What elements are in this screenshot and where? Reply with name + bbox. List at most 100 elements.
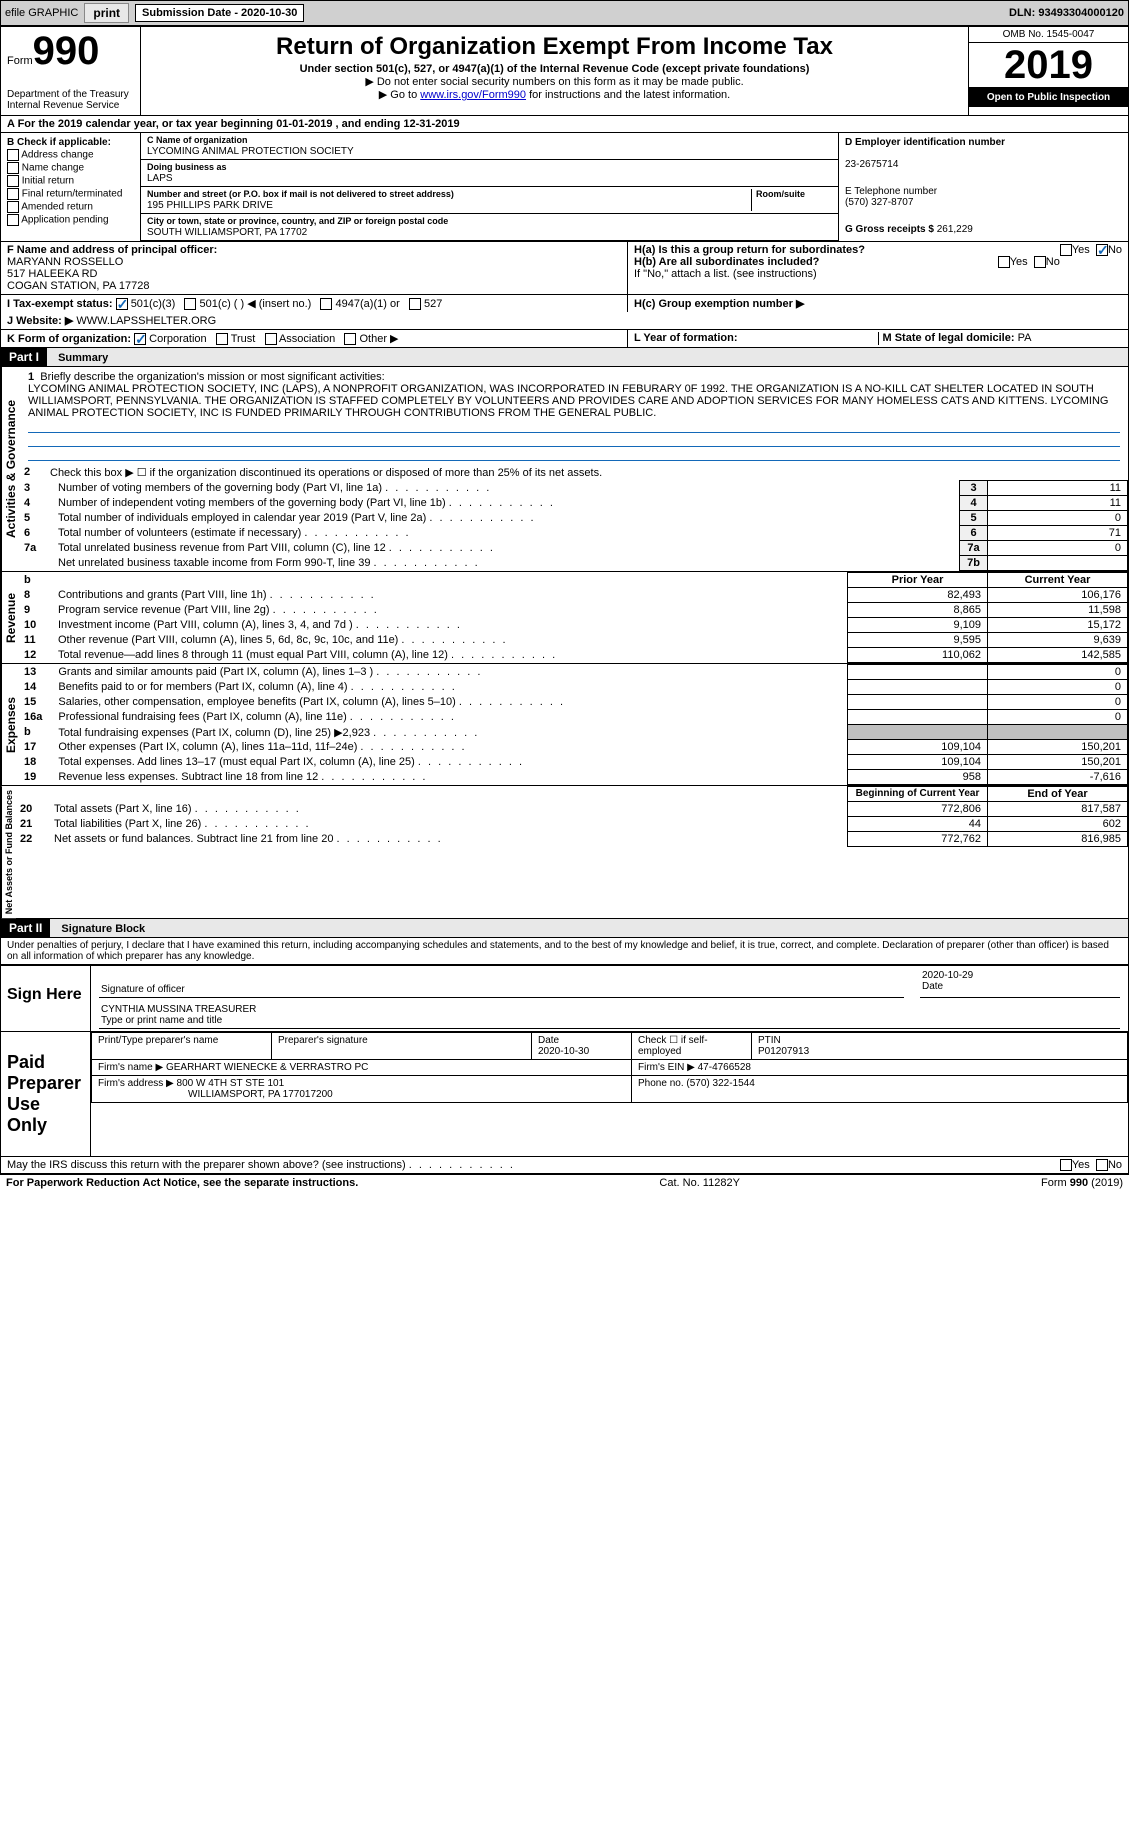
note-ssn: ▶ Do not enter social security numbers o… (147, 75, 962, 88)
table-row: 13 Grants and similar amounts paid (Part… (20, 665, 1128, 680)
mission-block: 1 Briefly describe the organization's mi… (20, 367, 1128, 465)
chk-501c[interactable] (184, 298, 196, 310)
table-row: b Total fundraising expenses (Part IX, c… (20, 725, 1128, 740)
row-a: A For the 2019 calendar year, or tax yea… (1, 116, 1128, 133)
rev-table: b Prior Year Current Year 8 Contribution… (20, 572, 1128, 663)
prep-ptin: PTINP01207913 (752, 1033, 1128, 1060)
paid-preparer-block: Paid Preparer Use Only Print/Type prepar… (1, 1031, 1128, 1156)
officer-addr1: 517 HALEEKA RD (7, 268, 98, 280)
sig-declaration: Under penalties of perjury, I declare th… (1, 938, 1128, 964)
part1-header: Part I Summary (1, 347, 1128, 367)
table-row: 19 Revenue less expenses. Subtract line … (20, 770, 1128, 785)
irs-link[interactable]: www.irs.gov/Form990 (420, 89, 526, 101)
footer-mid: Cat. No. 11282Y (659, 1177, 740, 1189)
prep-date: Date2020-10-30 (532, 1033, 632, 1060)
omb-number: OMB No. 1545-0047 (969, 27, 1128, 43)
city-cell: City or town, state or province, country… (141, 214, 838, 241)
chk-other[interactable] (344, 333, 356, 345)
chk-address[interactable]: Address change (7, 149, 134, 161)
table-row: 18 Total expenses. Add lines 13–17 (must… (20, 755, 1128, 770)
sign-here-block: Sign Here Signature of officer 2020-10-2… (1, 964, 1128, 1031)
table-row: 20 Total assets (Part X, line 16) 772,80… (16, 802, 1128, 817)
ha-no[interactable] (1096, 244, 1108, 256)
vert-gov: Activities & Governance (1, 367, 20, 571)
org-name: LYCOMING ANIMAL PROTECTION SOCIETY (147, 146, 354, 157)
gov-section: Activities & Governance 1 Briefly descri… (1, 367, 1128, 572)
table-row: 14 Benefits paid to or for members (Part… (20, 680, 1128, 695)
chk-527[interactable] (409, 298, 421, 310)
col-b-label: B Check if applicable: (7, 137, 111, 148)
officer-cell: F Name and address of principal officer:… (1, 242, 628, 294)
chk-4947[interactable] (320, 298, 332, 310)
table-row: 15 Salaries, other compensation, employe… (20, 695, 1128, 710)
lm-cell: L Year of formation: M State of legal do… (628, 330, 1128, 347)
header-mid: Return of Organization Exempt From Incom… (141, 27, 968, 115)
form-subtitle: Under section 501(c), 527, or 4947(a)(1)… (147, 63, 962, 75)
dept-label: Department of the Treasury Internal Reve… (7, 89, 134, 111)
table-row: 9 Program service revenue (Part VIII, li… (20, 603, 1128, 618)
dba: LAPS (147, 173, 173, 184)
form-word: Form (7, 55, 33, 67)
officer-name-line: CYNTHIA MUSSINA TREASURER Type or print … (99, 1002, 1120, 1029)
officer-addr2: COGAN STATION, PA 17728 (7, 280, 149, 292)
tax-status: I Tax-exempt status: 501(c)(3) 501(c) ( … (1, 295, 628, 312)
dln: DLN: 93493304000120 (1009, 7, 1124, 19)
row-i: I Tax-exempt status: 501(c)(3) 501(c) ( … (1, 294, 1128, 312)
col-c: C Name of organization LYCOMING ANIMAL P… (141, 133, 838, 241)
org-name-cell: C Name of organization LYCOMING ANIMAL P… (141, 133, 838, 160)
prep-sig-hdr: Preparer's signature (272, 1033, 532, 1060)
print-button[interactable]: print (84, 3, 129, 23)
sig-date: 2020-10-29 Date (920, 968, 1120, 998)
discuss-no[interactable] (1096, 1159, 1108, 1171)
footer: For Paperwork Reduction Act Notice, see … (0, 1174, 1129, 1191)
form-header: Form990 Department of the Treasury Inter… (1, 27, 1128, 116)
ein: 23-2675714 (845, 159, 898, 170)
hb-yes[interactable] (998, 256, 1010, 268)
mission-text: LYCOMING ANIMAL PROTECTION SOCIETY, INC … (28, 383, 1108, 419)
table-row: 7a Total unrelated business revenue from… (20, 541, 1128, 556)
ha-yes[interactable] (1060, 244, 1072, 256)
sign-fields: Signature of officer 2020-10-29 Date CYN… (91, 966, 1128, 1031)
prep-name-hdr: Print/Type preparer's name (92, 1033, 272, 1060)
table-row: 17 Other expenses (Part IX, column (A), … (20, 740, 1128, 755)
website-cell: J Website: ▶ WWW.LAPSSHELTER.ORG (1, 312, 1128, 329)
form-title: Return of Organization Exempt From Incom… (147, 33, 962, 61)
chk-assoc[interactable] (265, 333, 277, 345)
open-inspection: Open to Public Inspection (969, 88, 1128, 107)
table-row: 10 Investment income (Part VIII, column … (20, 618, 1128, 633)
dba-cell: Doing business as LAPS (141, 160, 838, 187)
vert-exp: Expenses (1, 664, 20, 785)
h-cell: H(a) Is this a group return for subordin… (628, 242, 1128, 294)
paid-label: Paid Preparer Use Only (1, 1032, 91, 1156)
chk-corp[interactable] (134, 333, 146, 345)
hb-no[interactable] (1034, 256, 1046, 268)
net-section: Net Assets or Fund Balances Beginning of… (1, 786, 1128, 918)
top-bar: efile GRAPHIC print Submission Date - 20… (0, 0, 1129, 26)
tel-cell: E Telephone number (570) 327-8707 (839, 182, 1128, 212)
ein-cell: D Employer identification number 23-2675… (839, 133, 1128, 174)
chk-amended[interactable]: Amended return (7, 201, 134, 213)
header-right: OMB No. 1545-0047 2019 Open to Public In… (968, 27, 1128, 115)
chk-initial[interactable]: Initial return (7, 175, 134, 187)
section-bcd: B Check if applicable: Address change Na… (1, 133, 1128, 241)
table-row: 12 Total revenue—add lines 8 through 11 … (20, 648, 1128, 663)
note-link: ▶ Go to www.irs.gov/Form990 for instruct… (147, 88, 962, 101)
officer-sig-line[interactable]: Signature of officer (99, 968, 904, 998)
chk-final[interactable]: Final return/terminated (7, 188, 134, 200)
discuss-yes[interactable] (1060, 1159, 1072, 1171)
sign-here-label: Sign Here (1, 966, 91, 1031)
table-row: 4 Number of independent voting members o… (20, 496, 1128, 511)
vert-net: Net Assets or Fund Balances (1, 786, 16, 918)
form-number: 990 (33, 29, 100, 73)
table-row: 16a Professional fundraising fees (Part … (20, 710, 1128, 725)
gross-cell: G Gross receipts $ 261,229 (839, 220, 1128, 239)
net-table: Beginning of Current Year End of Year 20… (16, 786, 1128, 847)
table-row: 3 Number of voting members of the govern… (20, 481, 1128, 496)
row-fh: F Name and address of principal officer:… (1, 241, 1128, 294)
website: WWW.LAPSSHELTER.ORG (73, 315, 216, 327)
chk-name[interactable]: Name change (7, 162, 134, 174)
vert-rev: Revenue (1, 572, 20, 663)
chk-trust[interactable] (216, 333, 228, 345)
chk-501c3[interactable] (116, 298, 128, 310)
chk-pending[interactable]: Application pending (7, 214, 134, 226)
